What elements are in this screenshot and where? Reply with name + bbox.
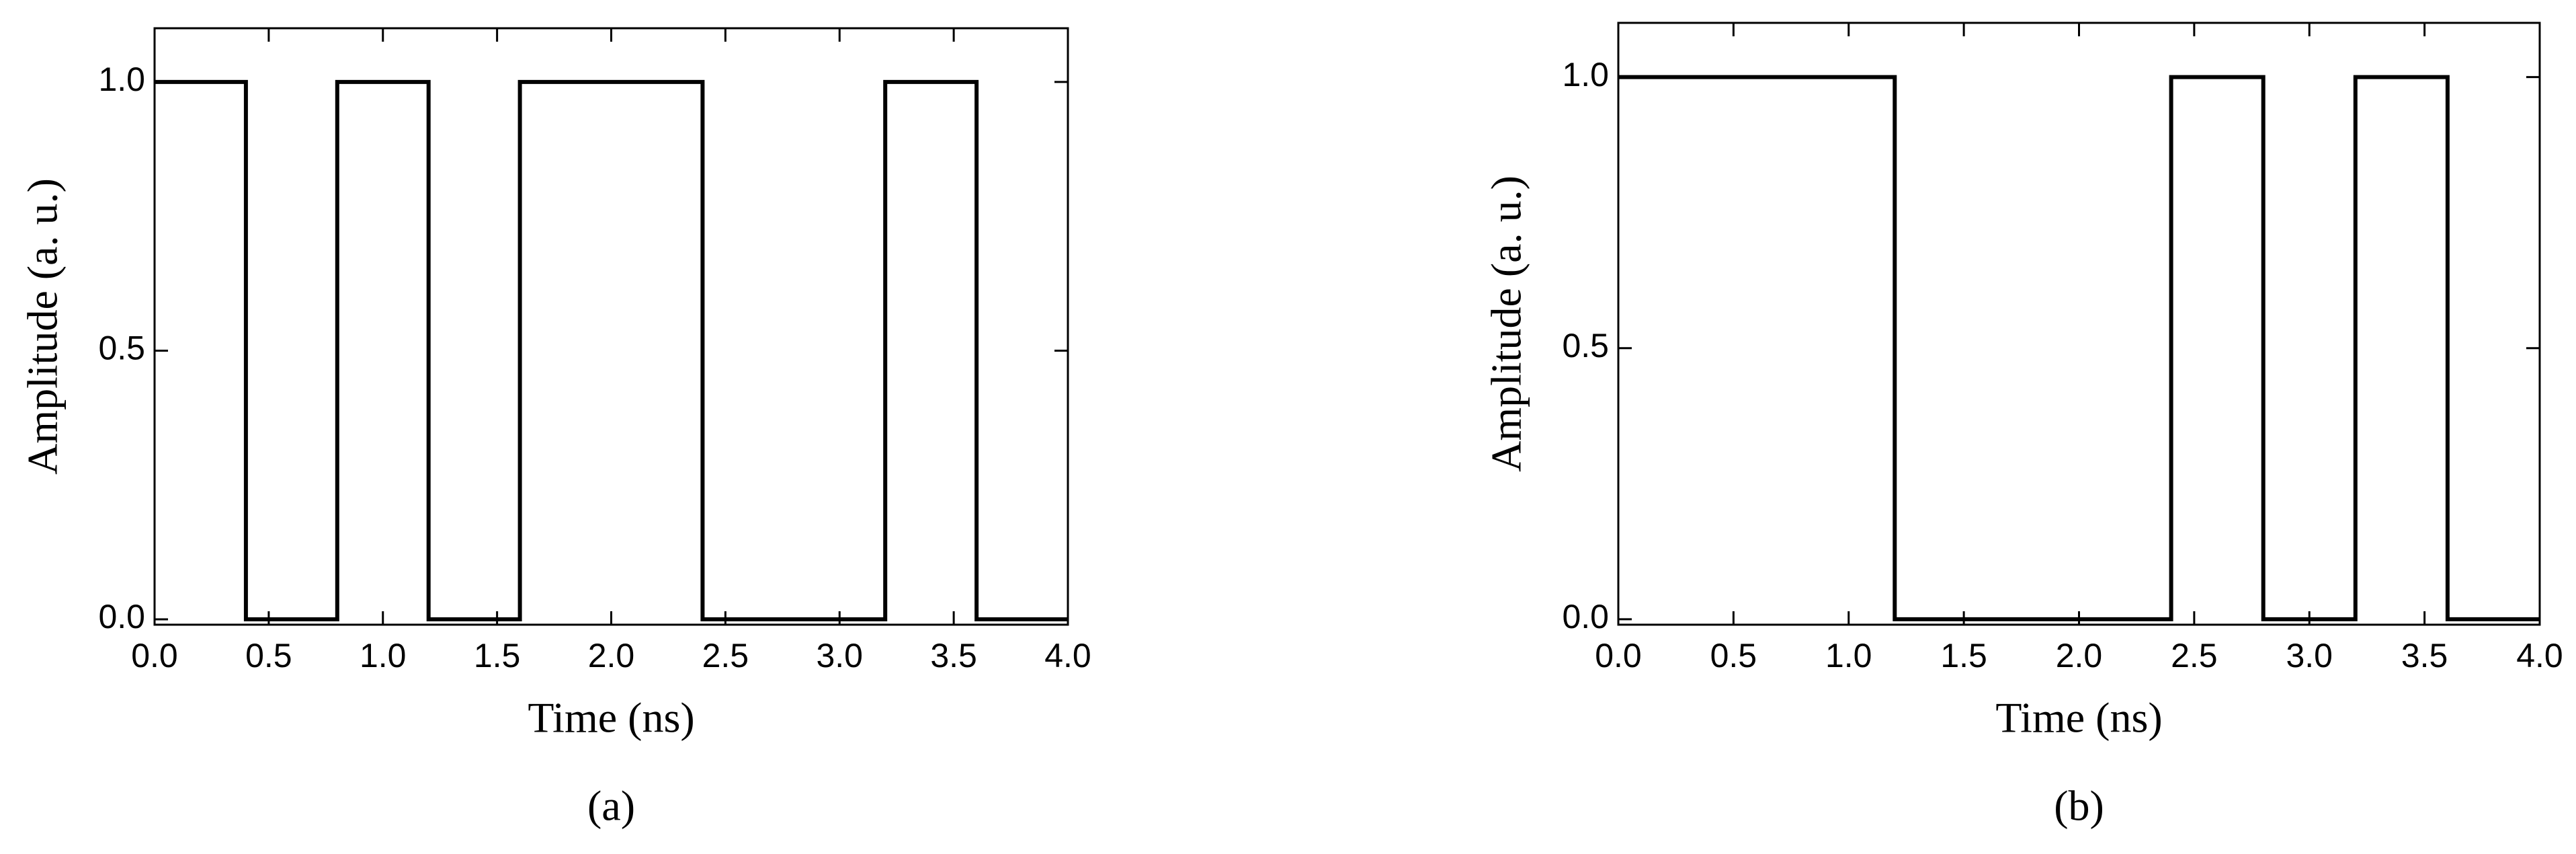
caption: (a) (587, 782, 635, 830)
x-tick-label: 2.0 (588, 637, 635, 674)
x-tick-label: 0.0 (131, 637, 178, 674)
y-tick-label: 1.0 (98, 61, 145, 98)
x-tick-label: 3.0 (2286, 637, 2333, 674)
x-tick-label: 3.5 (2401, 637, 2448, 674)
plot-frame (1617, 22, 2541, 626)
x-tick-label: 1.0 (360, 637, 407, 674)
x-tick-label: 0.0 (1595, 637, 1642, 674)
x-tick-label: 4.0 (1044, 637, 1091, 674)
caption: (b) (2054, 782, 2104, 830)
x-tick-label: 1.0 (1825, 637, 1872, 674)
x-tick-label: 3.0 (816, 637, 863, 674)
x-tick-label: 0.5 (245, 637, 292, 674)
y-axis-label: Amplitude (a. u.) (19, 178, 67, 475)
y-tick-label: 0.5 (1562, 327, 1609, 364)
y-axis-label: Amplitude (a. u.) (1483, 176, 1530, 472)
x-tick-label: 4.0 (2516, 637, 2563, 674)
x-tick-label: 0.5 (1710, 637, 1757, 674)
y-tick-label: 0.0 (98, 598, 145, 635)
y-tick-label: 1.0 (1562, 56, 1609, 93)
x-tick-label: 3.5 (930, 637, 977, 674)
x-tick-label: 2.5 (702, 637, 749, 674)
x-tick-label: 2.0 (2056, 637, 2103, 674)
plot-frame (153, 27, 1069, 626)
x-tick-label: 1.5 (1940, 637, 1987, 674)
x-axis-label: Time (ns) (528, 694, 694, 742)
x-tick-label: 2.5 (2171, 637, 2218, 674)
signal-line (1618, 75, 2540, 621)
x-tick-label: 1.5 (474, 637, 521, 674)
y-tick-label: 0.5 (98, 329, 145, 367)
x-axis-label: Time (ns) (1995, 694, 2162, 742)
signal-line (155, 79, 1068, 622)
y-tick-label: 0.0 (1562, 598, 1609, 635)
